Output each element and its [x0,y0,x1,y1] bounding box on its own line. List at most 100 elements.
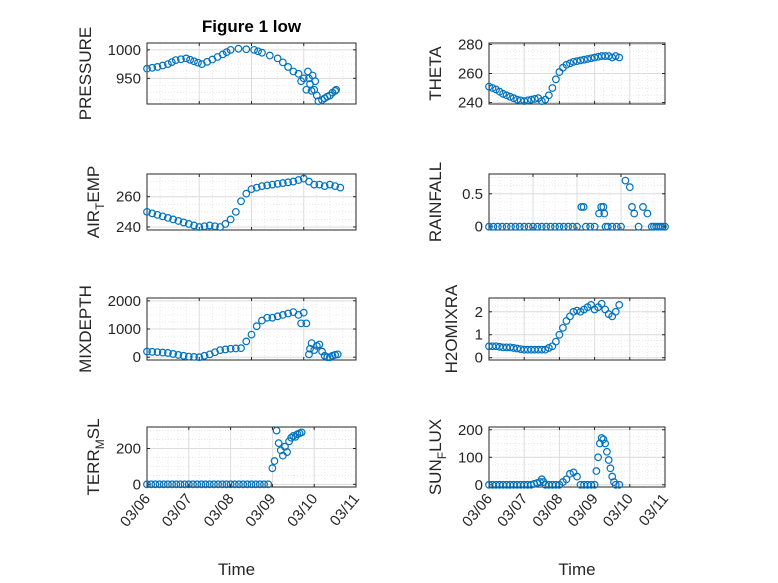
data-point [603,447,611,456]
data-point [153,63,162,71]
data-point [159,480,168,489]
data-point [502,222,511,231]
data-point [559,323,567,332]
data-point [243,480,252,489]
data-point [506,343,515,352]
y-axis-label: PRESSURE [76,27,95,121]
data-point [551,222,559,231]
data-point [211,348,219,357]
data-point [325,180,334,189]
data-point [163,213,172,222]
data-point [599,435,608,444]
y-tick-label: 0.5 [462,186,483,203]
data-point [195,223,204,231]
data-point [155,480,164,489]
data-point [214,480,222,489]
y-tick-label: 200 [458,422,483,439]
x-axis-label: Time [218,560,255,579]
data-point [603,222,612,231]
data-point [555,330,564,339]
y-tick-label: 1000 [108,321,141,338]
data-point [297,428,306,437]
data-point [568,222,577,231]
data-point [195,353,204,362]
data-point [529,222,537,231]
data-point [171,56,180,65]
data-point [502,91,511,100]
data-point [527,95,536,104]
data-point [604,456,613,464]
data-point [485,222,493,231]
data-point [661,222,669,231]
data-point [628,203,636,211]
data-point [625,183,634,192]
data-point [211,222,219,231]
data-point [515,222,524,231]
x-tick-label: 03/08 [529,491,566,531]
y-tick-label: 200 [116,440,141,457]
data-point [174,217,183,225]
data-point [524,222,533,231]
subplot-h2omixra: 0 1 2 H2OMIXRA [442,284,666,373]
data-point [143,347,151,356]
y-tick-label: 0 [475,219,483,236]
data-point [573,57,581,66]
data-point [222,48,231,57]
data-point [205,480,214,489]
x-tick-label: 03/11 [327,491,363,530]
y-axis-label: TERRMSL [84,418,107,495]
data-point [597,299,606,308]
data-point [189,480,197,489]
data-point [583,55,592,63]
data-point [606,464,615,473]
y-axis-label: AIRTEMP [84,166,107,239]
data-point [264,480,273,489]
data-point [336,183,345,192]
data-point [315,340,324,349]
data-point [184,480,193,489]
data-point [615,480,624,489]
data-point [315,180,324,189]
data-point [163,60,172,68]
chart-title: Figure 1 low [202,17,302,36]
subplot-pressure: 950 1000 PRESSURE Figure 1 low [76,17,357,121]
data-point [573,472,581,481]
data-point [611,52,620,60]
data-point [601,439,610,448]
data-point [533,222,542,231]
data-point [506,92,515,101]
y-axis-label: THETA [426,46,445,101]
data-point [513,344,522,353]
data-point [194,58,202,67]
data-point [302,319,311,328]
data-point [179,218,188,227]
x-tick-label: 03/06 [117,491,154,531]
data-point [577,203,586,211]
data-point [239,480,248,489]
x-tick-label: 03/09 [565,491,602,531]
data-point [333,350,342,359]
data-point [167,58,176,66]
data-point [209,480,218,489]
data-point [174,351,183,359]
data-point [573,222,581,231]
data-point [485,82,493,91]
data-point [153,348,162,357]
x-tick-label: 03/10 [284,491,321,531]
data-point [147,480,156,489]
data-point [643,209,652,218]
data-point [559,222,568,231]
data-point [562,60,571,69]
data-point [590,222,599,231]
data-point [272,426,281,435]
data-point [158,348,167,357]
y-axis-label: RAINFALL [426,162,445,242]
data-point [311,77,320,86]
data-point [305,350,313,359]
data-point [586,222,595,231]
data-point [247,185,256,194]
data-point [255,480,264,489]
data-point [186,55,195,64]
data-point [205,350,214,359]
